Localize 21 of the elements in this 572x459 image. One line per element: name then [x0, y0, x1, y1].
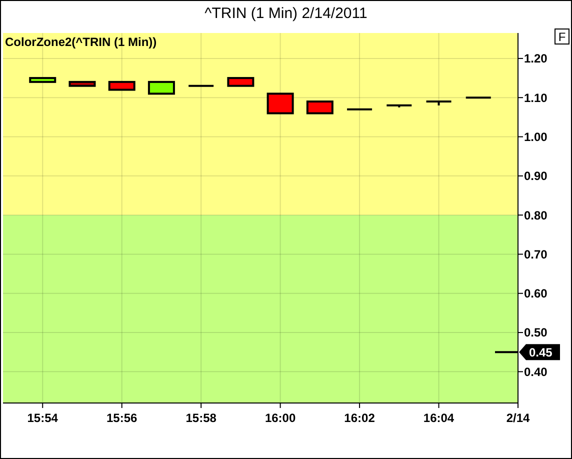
price-tag: 0.45	[519, 344, 560, 360]
y-tick-label: 0.70	[524, 247, 548, 262]
y-tick-label: 0.80	[524, 208, 548, 222]
x-tick-label: 16:04	[423, 411, 454, 425]
y-tick-label: 1.00	[524, 130, 548, 144]
y-tick-label: 0.40	[524, 364, 548, 379]
x-tick-label: 15:58	[186, 411, 217, 425]
y-tick-label: 1.20	[524, 52, 548, 66]
y-tick-label: 0.90	[524, 169, 548, 184]
x-tick-label: 15:56	[106, 411, 138, 425]
y-tick-label: 1.10	[524, 90, 548, 105]
f-button: F	[554, 28, 570, 44]
chart-title: ^TRIN (1 Min) 2/14/2011	[204, 5, 368, 22]
x-tick-label: 16:02	[344, 411, 376, 425]
x-tick-label: 16:00	[264, 411, 296, 425]
y-tick-label: 0.50	[524, 326, 548, 340]
y-tick-label: 0.60	[524, 286, 548, 301]
x-tick-label: 15:54	[27, 411, 58, 425]
annotation: 0.45	[529, 345, 553, 360]
x-tick-label: 2/14	[506, 411, 530, 425]
chart-subtitle: ColorZone2(^TRIN (1 Min))	[5, 35, 157, 49]
